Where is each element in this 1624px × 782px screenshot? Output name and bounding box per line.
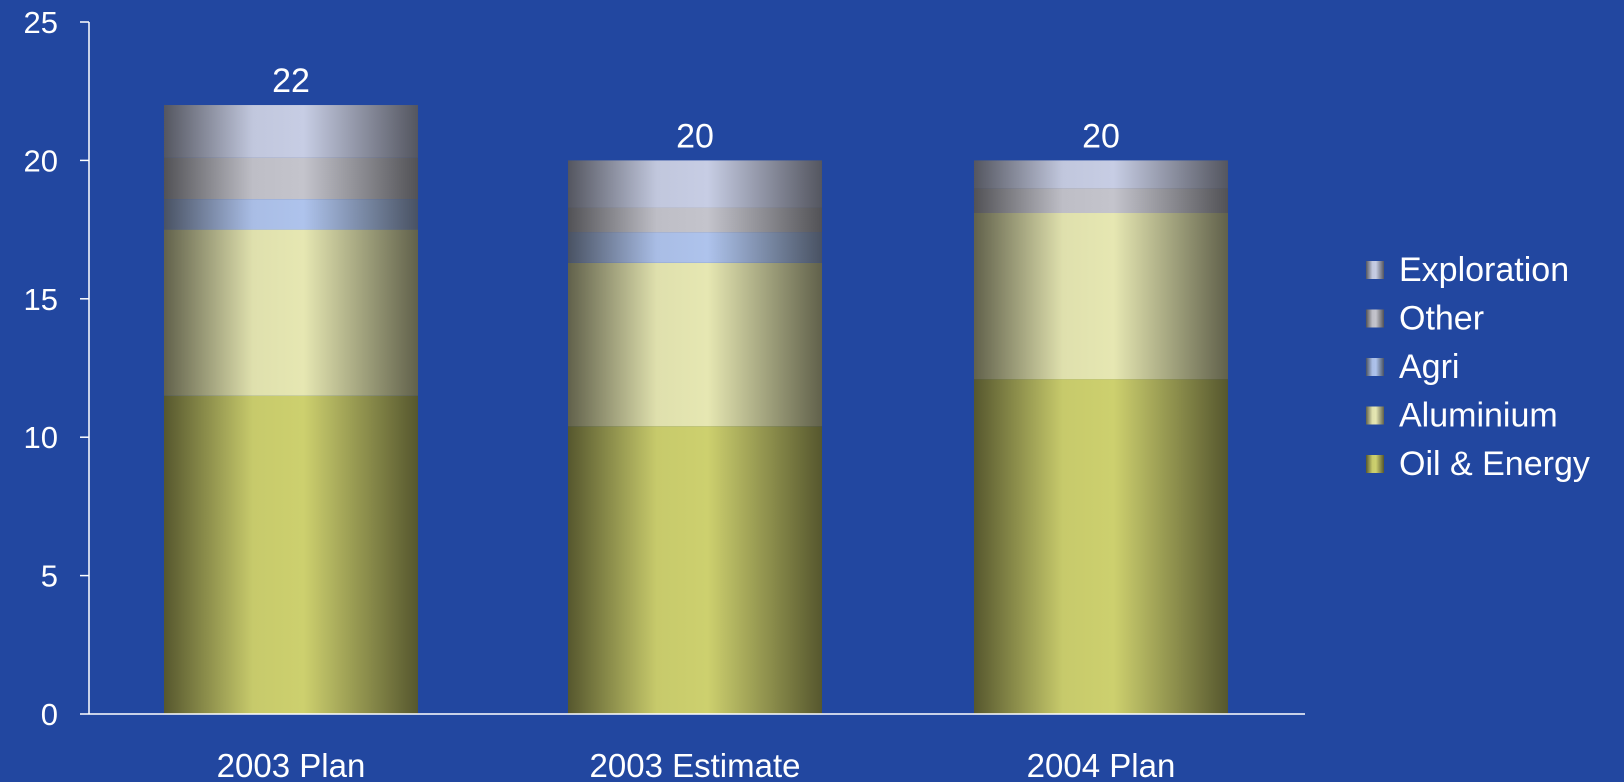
legend-label-agri: Agri [1399,348,1459,386]
legend: Exploration Other Agri Aluminium Oil & Energ… [1366,251,1590,483]
y-tick-label: 5 [41,559,58,594]
x-category-label: 2003 Plan [217,747,366,782]
x-category-label: 2004 Plan [1027,747,1176,782]
legend-swatch-oil-energy [1366,455,1384,473]
bar-segment-other-2003-estimate [568,207,822,233]
bar-segment-exploration-2003-estimate [568,160,822,208]
y-tick-label: 15 [24,282,58,317]
bar-segment-other-2003-plan [164,157,418,200]
y-ticks-group: 0 5 10 15 20 25 [24,5,89,732]
bar-segment-exploration-2003-plan [164,105,418,158]
legend-label-oil-energy: Oil & Energy [1399,445,1590,483]
legend-swatch-agri [1366,358,1384,376]
x-labels-group: 2003 Plan 2003 Estimate 2004 Plan [217,747,1176,782]
bar-segment-aluminium-2003-plan [164,229,418,396]
total-labels-group: 22 20 20 [272,62,1120,155]
bar-segment-agri-2003-estimate [568,232,822,263]
y-tick-label: 10 [24,420,58,455]
x-category-label: 2003 Estimate [590,747,801,782]
bar-segment-exploration-2004-plan [974,160,1228,189]
total-data-label: 20 [676,117,714,155]
legend-label-exploration: Exploration [1399,251,1569,289]
y-tick-label: 0 [41,697,58,732]
legend-swatch-exploration [1366,261,1384,279]
bar-segment-oil-energy-2003-estimate [568,426,822,714]
bar-segment-aluminium-2003-estimate [568,262,822,427]
legend-label-aluminium: Aluminium [1399,397,1558,435]
bars-group [164,105,1228,714]
bar-segment-aluminium-2004-plan [974,212,1228,380]
legend-swatch-other [1366,309,1384,328]
y-tick-label: 20 [24,143,58,178]
bar-segment-agri-2003-plan [164,199,418,230]
legend-label-other: Other [1399,300,1484,338]
legend-swatch-aluminium [1366,406,1384,425]
axes-group [88,22,1305,715]
bar-segment-oil-energy-2003-plan [164,395,418,714]
total-data-label: 20 [1082,117,1120,155]
total-data-label: 22 [272,62,310,100]
bar-segment-other-2004-plan [974,188,1228,213]
y-tick-label: 25 [24,5,58,40]
bar-segment-oil-energy-2004-plan [974,379,1228,714]
